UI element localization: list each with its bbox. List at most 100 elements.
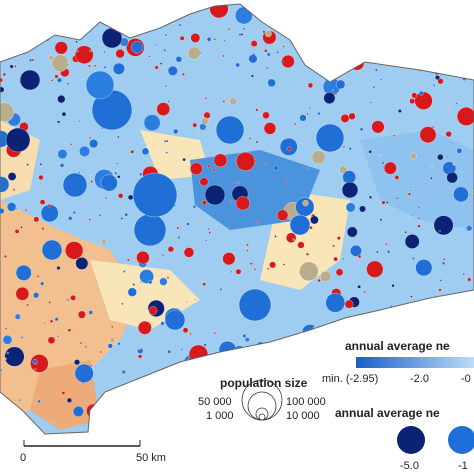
settlement (84, 345, 87, 348)
settlement (383, 161, 397, 175)
settlement (400, 321, 416, 337)
settlement (57, 95, 66, 104)
settlement (142, 11, 146, 15)
settlement (2, 335, 13, 345)
settlement (394, 175, 400, 180)
settlement (20, 226, 23, 229)
settlement (323, 437, 325, 439)
settlement (244, 337, 250, 343)
settlement (160, 321, 165, 326)
settlement (88, 64, 91, 68)
settlement (279, 6, 291, 18)
settlement (182, 157, 186, 162)
migration-symbol (448, 426, 474, 454)
settlement (4, 254, 7, 258)
settlement (407, 192, 412, 196)
settlement (371, 120, 385, 134)
settlement (279, 137, 298, 156)
settlement (308, 107, 311, 110)
settlement (356, 44, 359, 48)
settlement (342, 145, 346, 149)
settlement (248, 54, 258, 64)
settlement (159, 62, 163, 65)
settlement (391, 369, 396, 373)
settlement (235, 6, 253, 25)
settlement (385, 243, 388, 246)
settlement (66, 82, 70, 85)
settlement (294, 122, 297, 125)
settlement (266, 6, 271, 12)
settlement (101, 239, 107, 245)
settlement (14, 313, 21, 320)
settlement (452, 162, 456, 166)
settlement (310, 46, 316, 52)
settlement (109, 337, 115, 343)
settlement (148, 306, 158, 315)
settlement (190, 162, 203, 175)
settlement (96, 4, 99, 5)
settlement (61, 111, 67, 117)
settlement (50, 79, 54, 82)
settlement (235, 62, 240, 68)
settlement (4, 346, 25, 367)
settlement (264, 394, 268, 398)
settlement (333, 256, 338, 262)
settlement (185, 367, 191, 373)
settlement (272, 364, 282, 374)
settlement (89, 139, 99, 149)
settlement (264, 49, 268, 53)
settlement (315, 123, 345, 153)
settlement (112, 19, 117, 24)
settlement (116, 135, 120, 139)
settlement (235, 268, 242, 275)
settlement (350, 245, 362, 257)
settlement (57, 293, 60, 296)
settlement (334, 92, 337, 96)
settlement (372, 22, 387, 38)
settlement (75, 40, 78, 43)
settlement (342, 170, 356, 184)
settlement (45, 24, 49, 27)
settlement (344, 299, 354, 309)
settlement (242, 27, 246, 30)
settlement (436, 311, 439, 314)
settlement (199, 177, 209, 187)
settlement (273, 165, 279, 171)
settlement (188, 344, 209, 365)
settlement (343, 11, 354, 21)
settlement (24, 209, 28, 212)
settlement (389, 422, 397, 430)
settlement (462, 401, 466, 405)
settlement (445, 131, 452, 138)
settlement (47, 336, 56, 345)
settlement (35, 22, 43, 30)
settlement (56, 335, 60, 338)
settlement (222, 54, 225, 58)
settlement (256, 341, 264, 349)
settlement (204, 184, 226, 206)
settlement (437, 78, 444, 85)
settlement (23, 420, 31, 429)
size-label: 10 000 (286, 410, 320, 422)
settlement (435, 330, 439, 334)
settlement (375, 68, 378, 72)
settlement (325, 337, 340, 352)
settlement (461, 422, 465, 426)
settlement (246, 249, 249, 252)
settlement (250, 353, 265, 367)
settlement (30, 354, 49, 373)
settlement (0, 5, 3, 8)
settlement (299, 261, 319, 281)
settlement (340, 114, 350, 123)
settlement (409, 98, 416, 104)
settlement (40, 281, 45, 286)
settlement (379, 78, 383, 81)
settlement (148, 9, 156, 17)
settlement (103, 430, 109, 434)
settlement (197, 129, 200, 132)
settlement (449, 379, 460, 390)
settlement (69, 143, 73, 146)
settlement (376, 250, 379, 254)
settlement (9, 64, 14, 69)
